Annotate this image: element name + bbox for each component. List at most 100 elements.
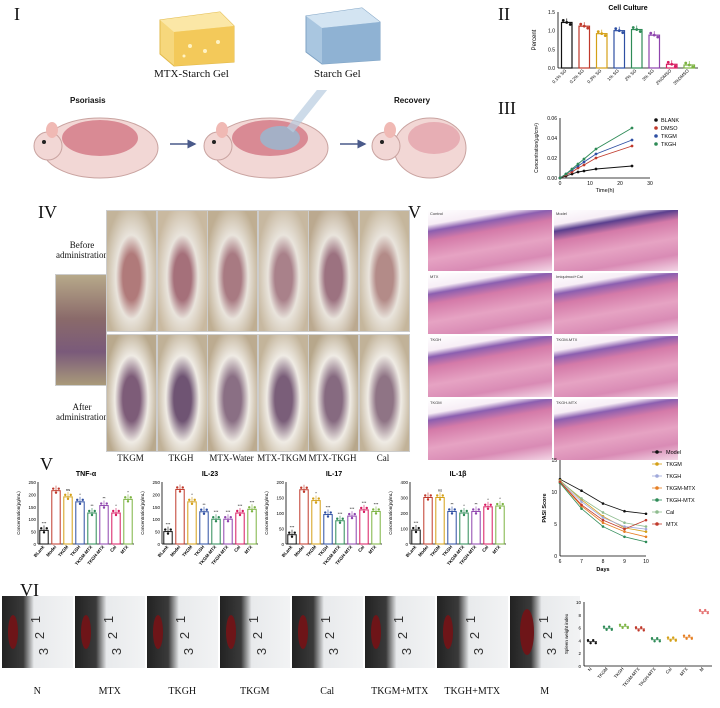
y-tick-label: 8 [578, 613, 581, 618]
x-tick-label: N [587, 666, 593, 672]
legend-marker [655, 510, 659, 514]
y-tick-label: 0 [33, 542, 36, 547]
data-point [582, 160, 586, 164]
group-label: TKGM [117, 453, 144, 463]
data-point [592, 638, 595, 642]
data-point [586, 26, 590, 30]
data-point [341, 517, 344, 520]
ruler-mark: 1 [535, 615, 551, 624]
data-point [69, 493, 72, 497]
data-point [52, 487, 55, 490]
panel-label-iii: III [498, 98, 516, 118]
histology-image: Imiquimod+Cal [554, 273, 678, 334]
data-point [417, 526, 420, 530]
data-point [674, 639, 677, 642]
data-point [582, 163, 586, 167]
data-point [114, 513, 118, 517]
significance-label: ns [66, 487, 70, 492]
before-photo [358, 210, 410, 332]
data-point [580, 507, 583, 510]
significance-label: *** [214, 509, 219, 514]
y-tick-label: 100 [400, 527, 408, 532]
legend-marker [655, 522, 659, 526]
spleen-photo: 1 2 3 [437, 596, 508, 668]
data-point [181, 486, 184, 489]
data-point [54, 491, 58, 494]
data-point [360, 506, 363, 510]
significance-label: *** [226, 509, 231, 514]
data-point [202, 512, 206, 515]
panel-label-vi: VI [20, 580, 39, 600]
legend-marker [655, 498, 659, 502]
bar [371, 510, 381, 545]
significance-label: *** [326, 505, 331, 510]
spleen-group-label: N [33, 686, 41, 697]
spleen-photo: 1 2 3 [219, 596, 290, 668]
significance-label: * [315, 491, 317, 496]
bar [648, 34, 661, 69]
legend-label: TKGH-MTX [666, 498, 695, 504]
data-point [600, 32, 604, 36]
ruler-mark: 3 [253, 647, 269, 656]
bar [51, 490, 61, 545]
spleen-specimen [370, 615, 381, 649]
data-point [618, 623, 622, 627]
x-tick-label: 1% SG [606, 68, 620, 82]
data-point [42, 531, 46, 534]
x-tick-label: 6 [559, 559, 562, 565]
histology-image: TKGM [428, 399, 552, 460]
bar [578, 25, 591, 69]
legend-label: Model [666, 450, 681, 456]
legend-label: TKGM-MTX [666, 486, 696, 492]
y-axis-label: Concentration(μg/cm²) [534, 123, 540, 173]
bar [223, 518, 233, 545]
data-point [217, 516, 220, 519]
data-point [561, 19, 565, 22]
y-tick-label: 0 [405, 542, 408, 547]
spleen-specimen [298, 615, 308, 649]
y-tick-label: 100 [28, 517, 36, 522]
ruler-mark: 2 [322, 631, 338, 640]
data-point [644, 518, 648, 522]
ruler-mark: 2 [394, 631, 410, 640]
x-tick-label: 2%DMSO [655, 68, 673, 86]
y-axis-label: Concentration(pg/mL) [388, 491, 393, 535]
spleen-group-label: TKGH [168, 686, 197, 697]
histology-image: TKGM-MTX [554, 336, 678, 397]
bar [187, 501, 197, 545]
data-point [565, 21, 569, 24]
group-label: MTX-Water [209, 453, 254, 463]
data-point [642, 629, 645, 632]
data-point [250, 510, 254, 513]
legend-marker [655, 486, 659, 490]
significance-label: *** [338, 511, 343, 516]
y-tick-label: 150 [276, 496, 284, 501]
data-point [414, 530, 418, 534]
y-tick-label: 6 [578, 626, 581, 631]
before-photo [156, 210, 208, 332]
data-point [374, 512, 378, 515]
panel-label-v: V [408, 202, 421, 222]
data-point [670, 62, 674, 66]
x-tick-label: 20 [617, 181, 623, 187]
legend-marker [654, 118, 658, 122]
ruler-mark: 1 [390, 615, 406, 624]
data-point [623, 535, 626, 539]
data-point [698, 608, 702, 612]
x-tick-label: MTX [367, 544, 377, 554]
significance-label: *** [42, 520, 47, 525]
significance-label: * [115, 503, 117, 508]
data-point [704, 608, 707, 612]
ruler-mark: 3 [181, 647, 197, 656]
panel-label-i: I [14, 4, 20, 24]
data-point [630, 138, 634, 142]
legend-marker [655, 450, 659, 454]
bar [495, 505, 505, 545]
data-point [224, 516, 227, 519]
data-point [621, 31, 625, 35]
data-point [601, 511, 605, 514]
histology-image: Control [428, 210, 552, 271]
histology-label: TKGM-MTX [556, 337, 578, 342]
data-point [687, 63, 691, 67]
before-label: Before administration [56, 240, 108, 260]
